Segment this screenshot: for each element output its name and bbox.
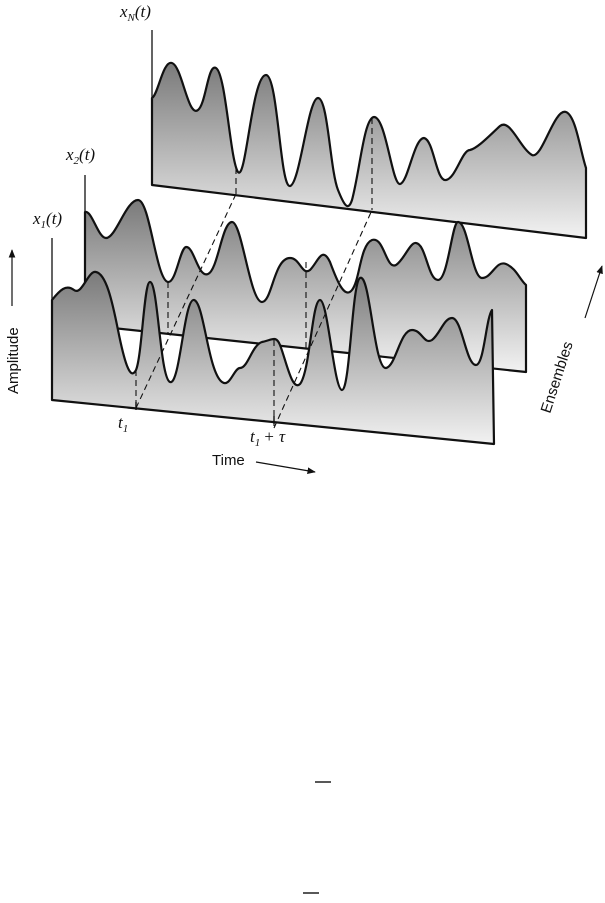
record-xN [150, 30, 588, 240]
label-t1-plus-tau: t1 + τ [250, 427, 286, 449]
label-x2: x2(t) [65, 145, 95, 167]
label-x1: x1(t) [32, 209, 62, 231]
time-arrow [255, 461, 316, 475]
label-time: Time [212, 452, 245, 469]
record-xN-baseline [151, 184, 587, 239]
ensembles-arrow [584, 265, 603, 319]
record-x1 [50, 238, 496, 446]
record-x1-baseline [51, 399, 495, 445]
record-x1-waveform [50, 270, 496, 446]
label-ensembles: Ensembles [538, 339, 577, 415]
time-marker-lines [135, 118, 373, 429]
label-amplitude: Amplitude [5, 327, 22, 394]
label-t1: t1 [118, 413, 128, 435]
record-xN-waveform [150, 61, 588, 240]
label-xN: xN(t) [119, 2, 151, 24]
